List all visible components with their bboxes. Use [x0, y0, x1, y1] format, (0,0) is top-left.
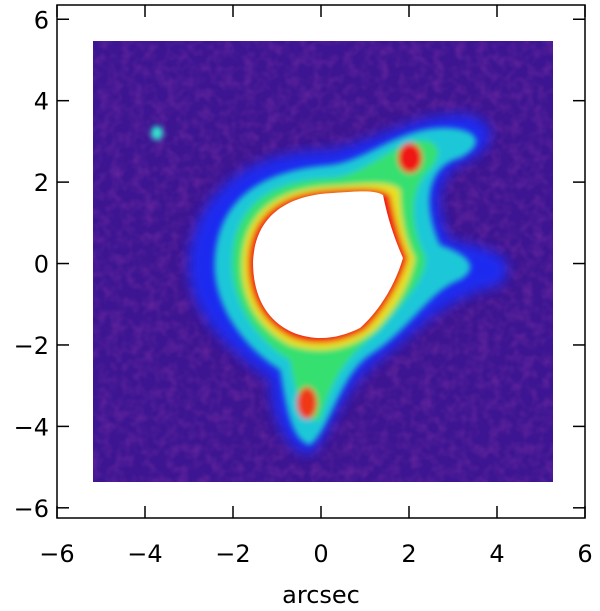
x-tick-label: −6: [39, 540, 74, 568]
x-tick-label: −2: [215, 540, 250, 568]
y-tick-label: −6: [14, 495, 49, 523]
x-tick-label: 2: [401, 540, 416, 568]
y-tick-label: −4: [14, 413, 49, 441]
x-tick-label: −4: [127, 540, 162, 568]
y-tick-label: −2: [14, 332, 49, 360]
x-tick-label: 0: [313, 540, 328, 568]
y-tick-label: 6: [34, 6, 49, 34]
x-tick-label: 4: [489, 540, 504, 568]
x-tick-label: 6: [577, 540, 592, 568]
image: [93, 41, 553, 482]
y-tick-label: 2: [34, 169, 49, 197]
x-axis-label: arcsec: [282, 581, 360, 607]
y-tick-label: 0: [34, 251, 49, 279]
y-tick-label: 4: [34, 88, 49, 116]
